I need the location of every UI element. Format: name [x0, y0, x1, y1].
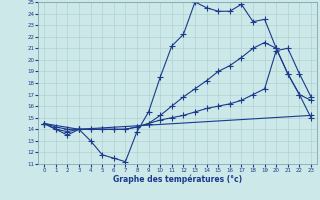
X-axis label: Graphe des températures (°c): Graphe des températures (°c) — [113, 175, 242, 184]
